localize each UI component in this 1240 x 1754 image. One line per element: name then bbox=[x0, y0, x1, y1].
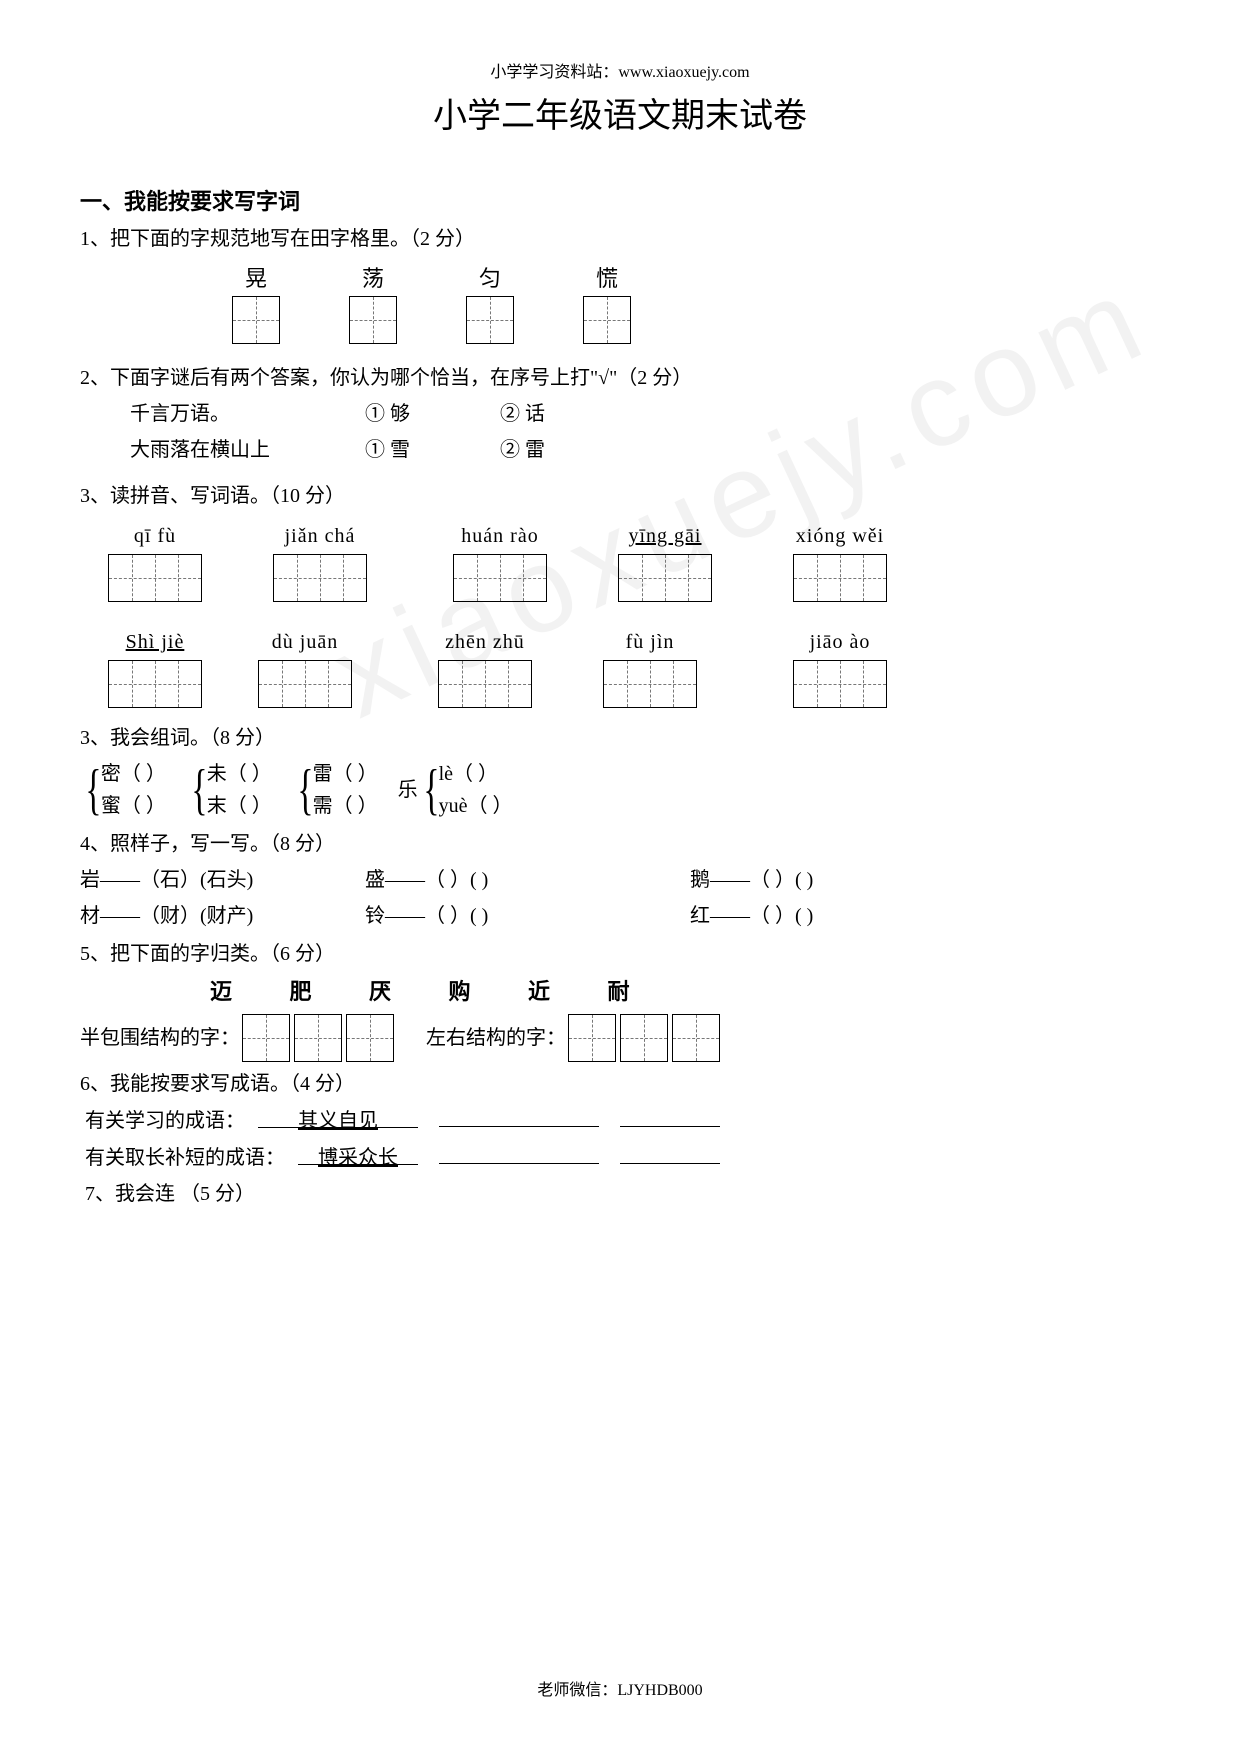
pair-a: 未（ ） bbox=[207, 758, 272, 790]
q2-row1: 千言万语。 ① 够 ② 话 bbox=[80, 398, 1160, 430]
yue-a: lè（ ） bbox=[439, 758, 513, 790]
q4-r1b: 盛——（ ）( ) bbox=[365, 864, 685, 896]
tian-box bbox=[620, 1014, 668, 1062]
blank bbox=[620, 1104, 720, 1127]
q6-r2-label: 有关取长补短的成语： bbox=[85, 1147, 285, 1169]
q1-char-1: 晃 bbox=[230, 261, 282, 296]
q3-row1: qī fù jiǎn chá huán rào yīng gāi xióng w… bbox=[90, 520, 1160, 602]
q6-r1-ans: 其义自见 bbox=[298, 1110, 378, 1132]
tian-box bbox=[568, 1014, 616, 1062]
tian-box bbox=[242, 1014, 290, 1062]
header-url: 小学学习资料站：www.xiaoxuejy.com bbox=[80, 60, 1160, 86]
q5-text: 5、把下面的字归类。（6 分） bbox=[80, 938, 1160, 970]
q2-r2-opt1: ① 雪 bbox=[365, 434, 495, 466]
blank bbox=[620, 1141, 720, 1164]
q4-row1: 岩——（石）(石头) 盛——（ ）( ) 鹅——（ ）( ) bbox=[80, 864, 1160, 896]
tian-wide bbox=[618, 554, 712, 602]
pair-a: 雷（ ） bbox=[313, 758, 378, 790]
q3-text: 3、读拼音、写词语。（10 分） bbox=[80, 480, 1160, 512]
q4-text: 4、照样子，写一写。（8 分） bbox=[80, 828, 1160, 860]
tian-box bbox=[672, 1014, 720, 1062]
blank bbox=[439, 1141, 599, 1164]
q1-char-3: 匀 bbox=[464, 261, 516, 296]
brace-icon: { bbox=[423, 762, 439, 818]
footer: 老师微信：LJYHDB000 bbox=[0, 1678, 1240, 1704]
q2-r2-riddle: 大雨落在横山上 bbox=[130, 434, 360, 466]
q2-row2: 大雨落在横山上 ① 雪 ② 雷 bbox=[80, 434, 1160, 466]
tian-wide bbox=[453, 554, 547, 602]
q6-r2-ans: 博采众长 bbox=[318, 1147, 398, 1169]
q4-r2b: 铃——（ ）( ) bbox=[365, 900, 685, 932]
tian-box bbox=[232, 296, 280, 344]
q6-row1: 有关学习的成语： 其义自见 bbox=[80, 1104, 1160, 1137]
q7-text: 7、我会连 （5 分） bbox=[80, 1178, 1160, 1210]
q1-char-2: 荡 bbox=[347, 261, 399, 296]
pinyin: yīng gāi bbox=[629, 520, 702, 552]
q3b-row: { 密（ ） 蜜（ ） { 未（ ） 末（ ） { 雷（ ） 需（ ） 乐 { … bbox=[80, 758, 1160, 822]
pinyin: jiāo ào bbox=[810, 626, 871, 658]
pair-a: 密（ ） bbox=[101, 758, 166, 790]
q4-r1a: 岩——（石）(石头) bbox=[80, 864, 360, 896]
tian-wide bbox=[273, 554, 367, 602]
pair-b: 末（ ） bbox=[207, 790, 272, 822]
q4-r2a: 材——（财）(财产) bbox=[80, 900, 360, 932]
q4-r2c: 红——（ ）( ) bbox=[690, 905, 813, 927]
q5-right-label: 左右结构的字： bbox=[426, 1022, 566, 1054]
q1-char-4: 慌 bbox=[581, 261, 633, 296]
q2-r1-opt2: ② 话 bbox=[500, 403, 545, 425]
brace-icon: { bbox=[297, 762, 313, 818]
q2-r1-opt1: ① 够 bbox=[365, 398, 495, 430]
q2-r2-opt2: ② 雷 bbox=[500, 439, 545, 461]
pinyin: dù juān bbox=[272, 626, 338, 658]
q6-text: 6、我能按要求写成语。（4 分） bbox=[80, 1068, 1160, 1100]
q2-text: 2、下面字谜后有两个答案，你认为哪个恰当，在序号上打"√"（2 分） bbox=[80, 362, 1160, 394]
q6-row2: 有关取长补短的成语： 博采众长 bbox=[80, 1141, 1160, 1174]
q5-left-label: 半包围结构的字： bbox=[80, 1022, 240, 1054]
tian-box bbox=[294, 1014, 342, 1062]
tian-wide bbox=[438, 660, 532, 708]
tian-wide bbox=[258, 660, 352, 708]
q5-chars: 迈 肥 厌 购 近 耐 bbox=[210, 974, 1160, 1009]
tian-box bbox=[349, 296, 397, 344]
pair-b: 蜜（ ） bbox=[101, 790, 166, 822]
pinyin: huán rào bbox=[461, 520, 538, 552]
tian-box bbox=[346, 1014, 394, 1062]
blank bbox=[439, 1104, 599, 1127]
pinyin: jiǎn chá bbox=[285, 520, 356, 552]
tian-wide bbox=[108, 554, 202, 602]
pinyin: xióng wěi bbox=[796, 520, 884, 552]
tian-wide bbox=[108, 660, 202, 708]
yue-label: 乐 bbox=[398, 774, 418, 806]
q2-r1-riddle: 千言万语。 bbox=[130, 398, 360, 430]
pinyin: zhēn zhū bbox=[445, 626, 525, 658]
brace-icon: { bbox=[85, 762, 101, 818]
tian-box bbox=[466, 296, 514, 344]
q5-row: 半包围结构的字： 左右结构的字： bbox=[80, 1014, 1160, 1062]
q3-row2: Shì jiè dù juān zhēn zhū fù jìn jiāo ào bbox=[90, 626, 1160, 708]
tian-box bbox=[583, 296, 631, 344]
pinyin: qī fù bbox=[134, 520, 176, 552]
pinyin: Shì jiè bbox=[126, 626, 185, 658]
q1-text: 1、把下面的字规范地写在田字格里。（2 分） bbox=[80, 223, 1160, 255]
page-title: 小学二年级语文期末试卷 bbox=[80, 90, 1160, 144]
q3b-text: 3、我会组词。（8 分） bbox=[80, 722, 1160, 754]
q1-grid-row: 晃 荡 匀 慌 bbox=[230, 261, 1160, 344]
pair-b: 需（ ） bbox=[313, 790, 378, 822]
brace-icon: { bbox=[191, 762, 207, 818]
tian-wide bbox=[793, 554, 887, 602]
q4-r1c: 鹅——（ ）( ) bbox=[690, 869, 813, 891]
pinyin: fù jìn bbox=[626, 626, 675, 658]
section-1-head: 一、我能按要求写字词 bbox=[80, 184, 1160, 219]
yue-b: yuè（ ） bbox=[439, 790, 513, 822]
q6-r1-label: 有关学习的成语： bbox=[85, 1110, 245, 1132]
q4-row2: 材——（财）(财产) 铃——（ ）( ) 红——（ ）( ) bbox=[80, 900, 1160, 932]
tian-wide bbox=[793, 660, 887, 708]
tian-wide bbox=[603, 660, 697, 708]
